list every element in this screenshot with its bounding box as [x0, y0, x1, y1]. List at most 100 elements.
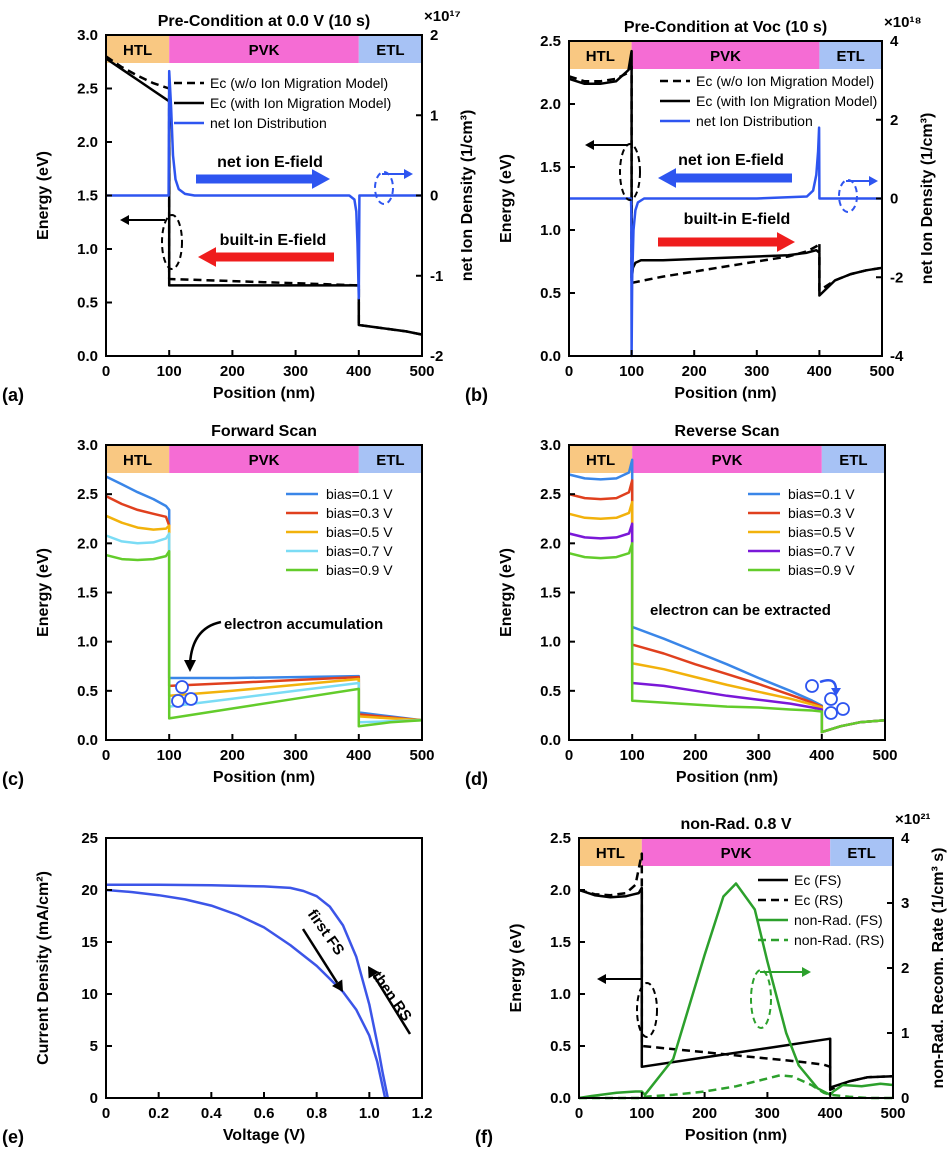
series-line-b-1 — [568, 49, 883, 297]
region-htl-label: HTL — [586, 48, 615, 65]
y2-tick-label: 2 — [901, 960, 909, 977]
y-tick-label: 20 — [81, 882, 98, 899]
x-tick-label: 0 — [565, 747, 573, 764]
legend-entry: Ec (RS) — [794, 892, 843, 908]
dashed-ellipse-ion — [838, 179, 858, 213]
arrow-net-ion-field — [658, 168, 792, 188]
x-tick-label: 100 — [619, 363, 644, 380]
pointer-left-axis-head — [597, 974, 606, 984]
x-tick-label: 0.6 — [254, 1105, 275, 1122]
x-axis-label: Position (nm) — [674, 385, 776, 402]
y-tick-label: 1.5 — [540, 159, 561, 176]
annotation-net-ion: net ion E-field — [217, 154, 323, 171]
y2-tick-label: -1 — [430, 268, 443, 285]
y-tick-label: 1.0 — [550, 986, 571, 1003]
legend-entry: Ec (with Ion Migration Model) — [696, 93, 877, 109]
annotation-net-ion: net ion E-field — [678, 152, 784, 169]
y-tick-label: 25 — [81, 830, 98, 847]
x-tick-label: 1.2 — [412, 1105, 433, 1122]
pointer-left-axis — [585, 140, 628, 150]
y-tick-label: 0.5 — [77, 295, 98, 312]
region-pvk-label: PVK — [721, 845, 752, 862]
chart-title: Reverse Scan — [675, 423, 780, 440]
y-tick-label: 1.5 — [540, 585, 561, 602]
region-etl-band — [819, 41, 882, 69]
y-tick-label: 1.0 — [77, 634, 98, 651]
y2-tick-label: 2 — [890, 112, 898, 129]
region-htl-label: HTL — [123, 42, 152, 59]
legend-entry: bias=0.3 V — [788, 505, 855, 521]
region-etl-band — [358, 445, 422, 473]
series-line-c-4 — [105, 549, 423, 728]
arrow-net-ion-field-head — [658, 168, 676, 188]
y-axis-label: Energy (eV) — [498, 548, 515, 637]
x-tick-label: 100 — [157, 747, 182, 764]
electron-circle — [184, 692, 198, 706]
region-pvk-label: PVK — [249, 452, 280, 469]
y2-tick-label: 0 — [890, 191, 898, 208]
y-axis-label: Energy (eV) — [35, 548, 52, 637]
y2-axis-label: net Ion Density (1/cm³) — [919, 113, 936, 285]
annotation-electron-extracted: electron can be extracted — [650, 602, 831, 619]
y-tick-label: 3.0 — [77, 27, 98, 44]
legend-entry: bias=0.7 V — [788, 543, 855, 559]
x-tick-label: 200 — [683, 747, 708, 764]
y-tick-label: 1.5 — [77, 188, 98, 205]
legend-entry: Ec (w/o Ion Migration Model) — [210, 75, 388, 91]
y-tick-label: 0.0 — [77, 348, 98, 365]
series-line-f-2 — [578, 882, 894, 1100]
x-axis-label: Position (nm) — [213, 385, 315, 402]
x-axis-label: Position (nm) — [685, 1127, 787, 1144]
pointer-right-axis — [382, 169, 413, 179]
arrow-built-in-field — [198, 247, 334, 267]
y-tick-label: 1.0 — [77, 241, 98, 258]
region-htl-label: HTL — [586, 452, 615, 469]
series-line-f-1 — [578, 852, 894, 1091]
pointer-left-axis-head — [120, 215, 129, 225]
x-tick-label: 0 — [565, 363, 573, 380]
region-etl-label: ETL — [837, 48, 865, 65]
x-tick-label: 0 — [102, 1105, 110, 1122]
region-htl-band — [106, 445, 170, 473]
electron-circle — [824, 692, 838, 706]
x-tick-label: 0 — [575, 1105, 583, 1122]
axis-multiplier: ×10¹⁸ — [884, 14, 922, 31]
x-tick-label: 0 — [102, 747, 110, 764]
y2-tick-label: -2 — [430, 348, 443, 365]
legend-entry: bias=0.1 V — [788, 486, 855, 502]
arrow-built-in-field-head — [777, 232, 795, 252]
y2-tick-label: 1 — [901, 1025, 909, 1042]
x-tick-label: 400 — [818, 1105, 843, 1122]
series-line-f-3 — [579, 1074, 893, 1100]
pointer-right-axis-head — [404, 169, 413, 179]
pointer-right-axis — [760, 967, 811, 977]
arrow-then-rs — [368, 966, 412, 1035]
chart-title: Pre-Condition at 0.0 V (10 s) — [158, 13, 370, 30]
legend-entry: Ec (w/o Ion Migration Model) — [696, 73, 874, 89]
annotation-first-fs: first FS — [304, 906, 348, 958]
x-tick-label: 400 — [807, 363, 832, 380]
legend-entry: bias=0.5 V — [326, 524, 393, 540]
axis-multiplier: ×10¹⁷ — [424, 8, 461, 25]
y-tick-label: 2.0 — [550, 882, 571, 899]
region-etl-label: ETL — [847, 845, 875, 862]
legend-entry: non-Rad. (RS) — [794, 932, 884, 948]
arrow-built-in-field-head — [198, 247, 216, 267]
x-tick-label: 300 — [283, 747, 308, 764]
electron-circle — [171, 694, 185, 708]
chart-title: Forward Scan — [211, 423, 317, 440]
curved-arrow-head — [184, 660, 196, 672]
x-tick-label: 300 — [744, 363, 769, 380]
x-tick-label: 500 — [409, 363, 434, 380]
legend-entry: bias=0.5 V — [788, 524, 855, 540]
region-pvk-band — [641, 838, 831, 866]
x-tick-label: 100 — [629, 1105, 654, 1122]
pointer-right-axis-head — [802, 967, 811, 977]
legend-entry: net Ion Distribution — [210, 115, 327, 131]
region-etl-label: ETL — [376, 42, 404, 59]
region-pvk-band — [169, 445, 359, 473]
y-tick-label: 1.0 — [540, 222, 561, 239]
pointer-left-axis-head — [585, 140, 594, 150]
region-pvk-label: PVK — [249, 42, 280, 59]
